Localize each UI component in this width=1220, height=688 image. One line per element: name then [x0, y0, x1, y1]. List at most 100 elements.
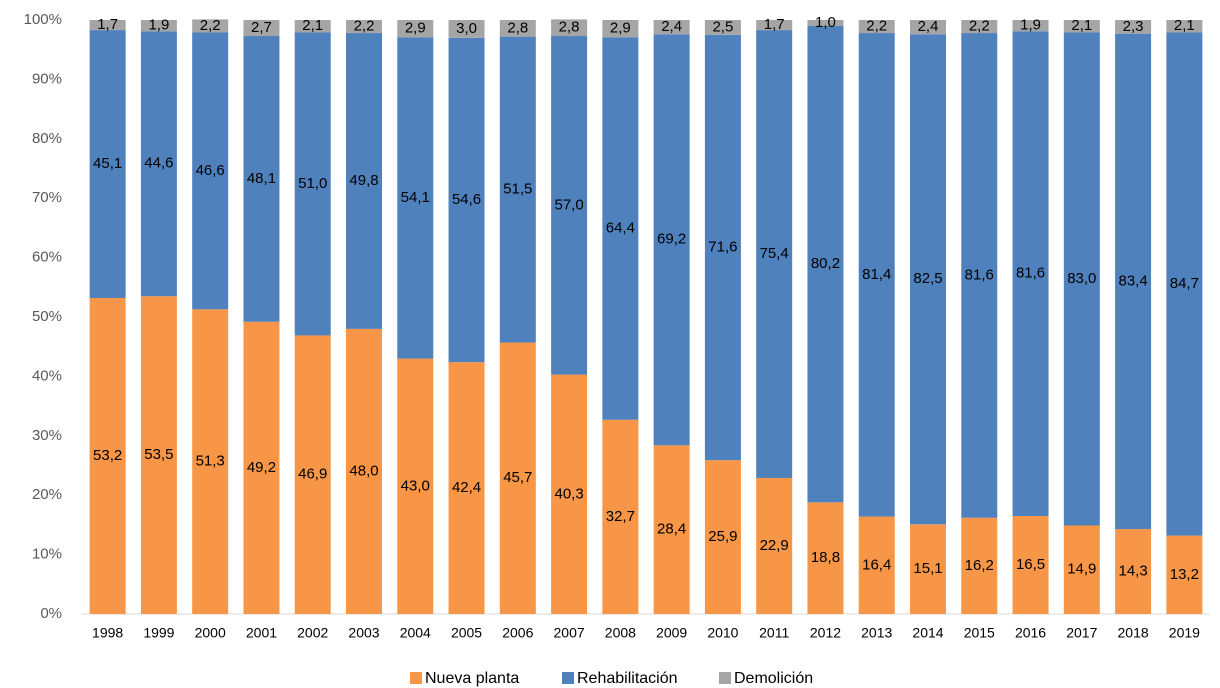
value-label: 2,4 — [661, 18, 682, 35]
value-label: 16,5 — [1016, 556, 1045, 573]
value-label: 81,6 — [1016, 265, 1045, 282]
x-tick-label: 2004 — [400, 625, 431, 641]
x-tick-label: 2011 — [759, 625, 789, 641]
bar-segment — [397, 358, 434, 614]
bar-segment — [448, 20, 485, 38]
x-tick-label: 1999 — [143, 625, 174, 641]
y-tick-label: 70% — [32, 189, 62, 206]
bar-segment — [243, 36, 280, 322]
bar-segment — [89, 30, 126, 298]
value-label: 82,5 — [913, 270, 942, 287]
value-label: 2,8 — [559, 19, 580, 36]
bar-segment — [1166, 20, 1203, 33]
bar-segment — [756, 477, 793, 614]
bar-segment — [653, 445, 690, 614]
value-label: 22,9 — [760, 537, 789, 554]
bar-segment — [602, 37, 639, 420]
bar-segment — [653, 20, 690, 35]
bar-segment — [807, 25, 844, 503]
bar-segment — [1012, 515, 1049, 614]
value-label: 81,6 — [965, 266, 994, 283]
value-label: 83,4 — [1118, 272, 1147, 289]
value-label: 14,3 — [1118, 562, 1147, 579]
value-label: 28,4 — [657, 521, 686, 538]
value-label: 2,2 — [354, 18, 375, 35]
value-label: 49,2 — [247, 459, 276, 476]
value-label: 48,1 — [247, 170, 276, 187]
bar-segment — [961, 20, 998, 34]
x-tick-label: 2017 — [1066, 625, 1097, 641]
bar-segment — [89, 297, 126, 614]
value-label: 71,6 — [708, 238, 737, 255]
x-tick-label: 2014 — [912, 625, 943, 641]
bar-segment — [961, 33, 998, 518]
bar-segment — [910, 524, 946, 614]
bar-segment — [346, 33, 382, 329]
bar-segment — [397, 20, 434, 38]
bar-segment — [858, 33, 895, 517]
x-tick-label: 2016 — [1015, 625, 1046, 641]
bar-segment — [1115, 529, 1152, 614]
value-label: 46,9 — [298, 466, 327, 483]
value-label: 80,2 — [811, 255, 840, 272]
bar-segment — [704, 34, 741, 461]
value-label: 2,1 — [1071, 17, 1092, 34]
bar-segment — [910, 34, 946, 525]
value-label: 14,9 — [1067, 561, 1096, 578]
value-label: 57,0 — [554, 196, 583, 213]
value-label: 48,0 — [349, 462, 378, 479]
x-tick-label: 1998 — [92, 625, 123, 641]
value-label: 51,3 — [196, 453, 225, 470]
bar-segment — [294, 335, 331, 614]
value-label: 16,4 — [862, 556, 891, 573]
bar-segment — [243, 321, 280, 614]
bar-segment — [1115, 20, 1152, 34]
legend-label: Nueva planta — [425, 670, 519, 687]
y-tick-label: 60% — [32, 249, 62, 266]
bar-segment — [89, 20, 126, 31]
x-tick-label: 2007 — [554, 625, 585, 641]
value-label: 25,9 — [708, 528, 737, 545]
x-tick-label: 2015 — [964, 625, 995, 641]
bar-segment — [499, 342, 536, 614]
legend-swatch — [562, 672, 574, 684]
bar-segment — [140, 20, 177, 32]
x-tick-label: 2018 — [1118, 625, 1149, 641]
bar-segment — [499, 20, 536, 37]
value-label: 75,4 — [760, 245, 789, 262]
bar-segment — [807, 502, 844, 614]
value-label: 45,7 — [503, 469, 532, 486]
value-label: 51,5 — [503, 181, 532, 198]
legend-label: Demolición — [734, 670, 813, 687]
legend-swatch — [410, 672, 422, 684]
value-label: 2,3 — [1123, 18, 1144, 35]
value-label: 13,2 — [1170, 566, 1199, 583]
bar-segment — [499, 36, 536, 343]
value-label: 83,0 — [1067, 270, 1096, 287]
y-tick-label: 0% — [40, 605, 62, 622]
value-label: 2,2 — [200, 17, 221, 34]
bar-segment — [192, 309, 229, 614]
bar-segment — [192, 19, 229, 33]
value-label: 49,8 — [349, 172, 378, 189]
value-label: 64,4 — [606, 219, 635, 236]
x-tick-label: 2008 — [605, 625, 636, 641]
bar-segment — [346, 20, 382, 34]
bar-segment — [448, 37, 485, 363]
y-tick-label: 10% — [32, 546, 62, 563]
bar-segment — [551, 374, 588, 614]
bar-segment — [1115, 33, 1152, 530]
value-label: 32,7 — [606, 508, 635, 525]
bar-segment — [756, 20, 793, 31]
y-tick-label: 40% — [32, 367, 62, 384]
value-label: 2,5 — [712, 18, 733, 35]
value-label: 53,5 — [144, 446, 173, 463]
bar-segment — [294, 20, 331, 33]
value-label: 2,1 — [302, 17, 323, 34]
y-tick-label: 50% — [32, 308, 62, 325]
legend-swatch — [719, 672, 731, 684]
bar-segment — [1012, 31, 1049, 516]
bar-segment — [1063, 20, 1100, 33]
bar-segment — [756, 30, 793, 478]
value-label: 43,0 — [401, 477, 430, 494]
